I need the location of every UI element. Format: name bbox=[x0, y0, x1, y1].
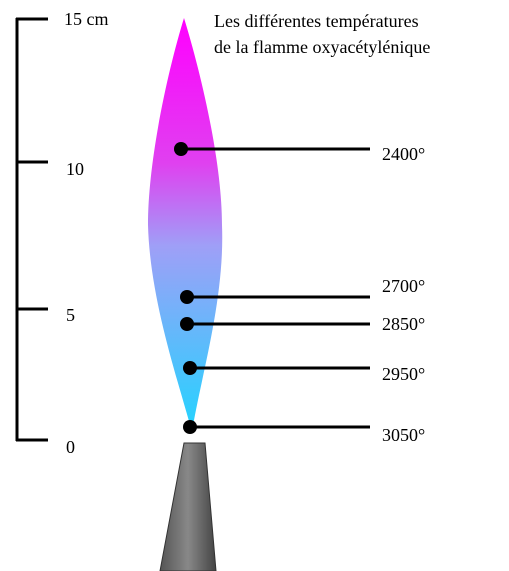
temperature-label: 2400° bbox=[382, 144, 425, 164]
marker-dot bbox=[183, 420, 197, 434]
temperature-label: 2850° bbox=[382, 314, 425, 334]
burner bbox=[160, 443, 216, 571]
marker-dot bbox=[174, 142, 188, 156]
scale-label: 0 bbox=[66, 437, 75, 457]
diagram: 15 cm 10 5 0 Les différentes température… bbox=[0, 0, 509, 571]
scale: 15 cm 10 5 0 bbox=[16, 9, 109, 457]
temperature-label: 2700° bbox=[382, 276, 425, 296]
scale-label: 5 bbox=[66, 305, 75, 325]
marker-dot bbox=[183, 361, 197, 375]
marker-dot bbox=[180, 290, 194, 304]
marker-dot bbox=[180, 317, 194, 331]
scale-label: 10 bbox=[66, 159, 84, 179]
temperature-label: 3050° bbox=[382, 425, 425, 445]
title-line: de la flamme oxyacétylénique bbox=[214, 37, 430, 57]
scale-label: 15 cm bbox=[64, 9, 109, 29]
title-line: Les différentes températures bbox=[214, 11, 419, 31]
temperature-label: 2950° bbox=[382, 364, 425, 384]
